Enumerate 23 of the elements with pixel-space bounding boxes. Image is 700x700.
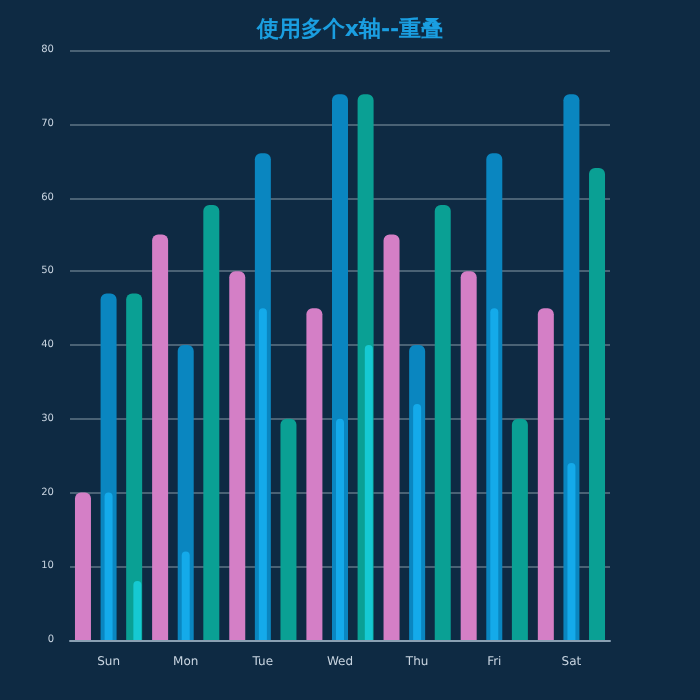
bar — [104, 492, 113, 640]
bar — [511, 418, 528, 640]
chart-title: 使用多个x轴--重叠 — [254, 16, 444, 42]
bar — [133, 581, 142, 640]
bar — [306, 308, 323, 640]
bar — [460, 271, 477, 640]
bar — [490, 308, 499, 640]
bar — [413, 404, 422, 640]
bar — [74, 492, 91, 640]
bar — [336, 418, 344, 640]
bar — [229, 271, 246, 640]
bar — [383, 234, 400, 640]
bar — [364, 345, 373, 640]
bar — [280, 418, 297, 640]
bar — [203, 204, 220, 640]
bar — [589, 168, 606, 640]
bar — [537, 308, 554, 640]
bar — [126, 293, 143, 640]
bar — [434, 204, 451, 640]
bar — [567, 463, 576, 640]
bar — [181, 551, 190, 640]
bar — [258, 308, 267, 640]
bar — [152, 234, 169, 640]
